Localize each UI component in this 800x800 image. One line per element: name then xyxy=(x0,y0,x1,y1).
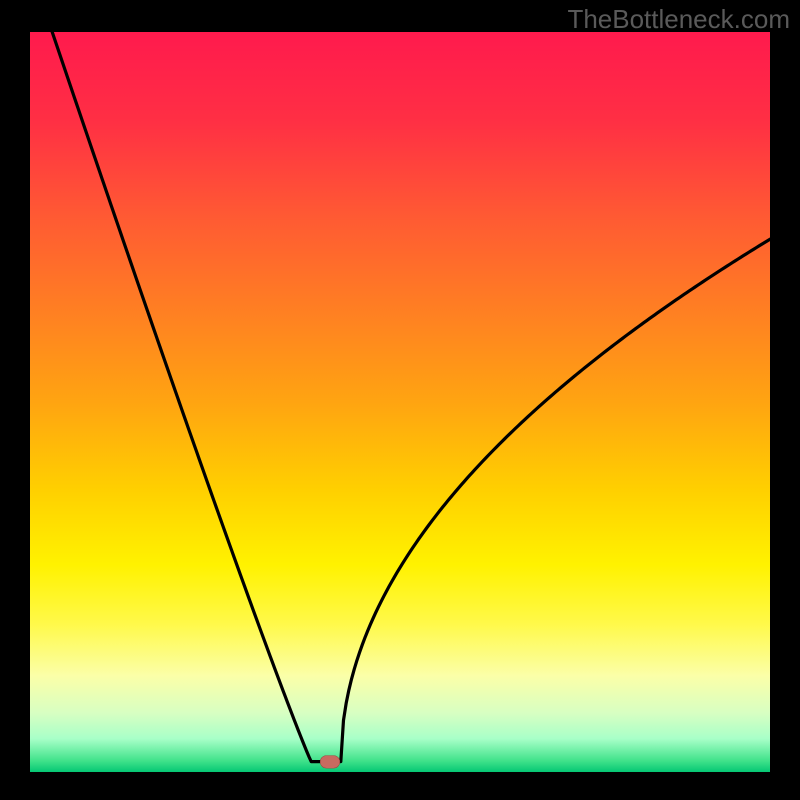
plot-area xyxy=(30,32,770,772)
watermark-text: TheBottleneck.com xyxy=(567,4,790,35)
bottleneck-curve xyxy=(30,32,770,772)
chart-container: TheBottleneck.com xyxy=(0,0,800,800)
recommendation-marker xyxy=(320,755,340,768)
